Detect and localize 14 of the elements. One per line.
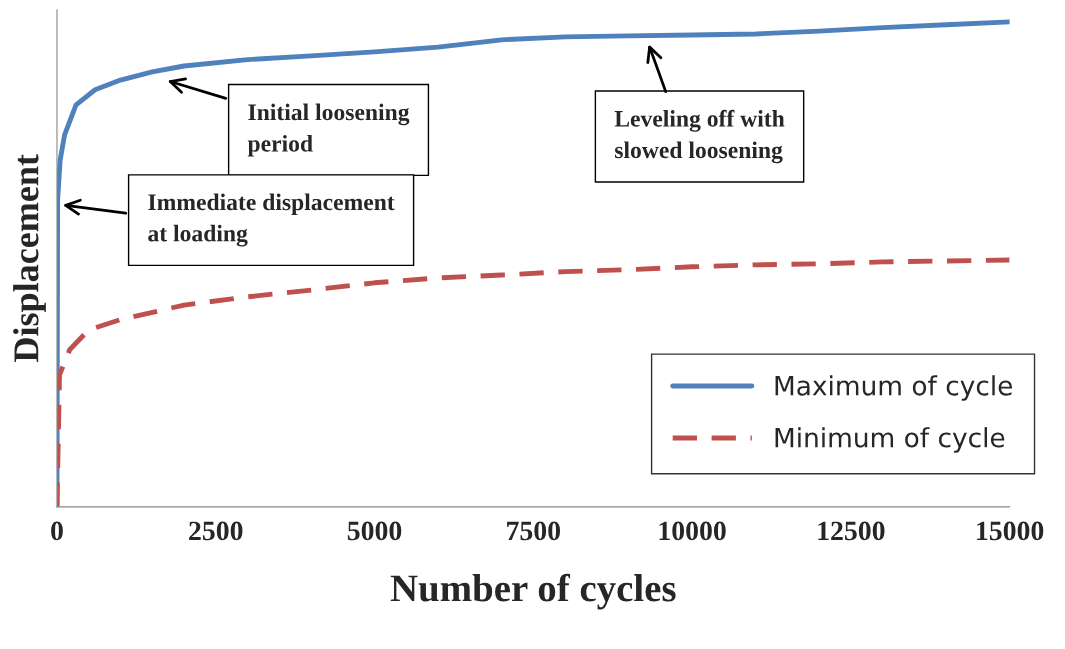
legend-label: Maximum of cycle [775, 375, 1013, 401]
x-tick-label: 5000 [347, 521, 402, 541]
x-tick-label: 10000 [659, 521, 726, 541]
annotation: Leveling off with slowed loosening [614, 109, 785, 164]
annotation: Immediate displacement at loading [148, 193, 395, 247]
legend-label: Minimum of cycle [775, 427, 1005, 453]
x-axis-title: Number of cycles [390, 573, 676, 610]
x-tick-label: 0 [51, 521, 63, 541]
annotation: Initial loosening period [247, 103, 410, 157]
x-tick-label: 7500 [507, 521, 561, 541]
x-tick-label: 12500 [818, 521, 885, 541]
y-axis-title: Displacement [13, 154, 46, 362]
x-tick-label: 15000 [977, 521, 1044, 541]
x-tick-label: 2500 [189, 521, 243, 541]
